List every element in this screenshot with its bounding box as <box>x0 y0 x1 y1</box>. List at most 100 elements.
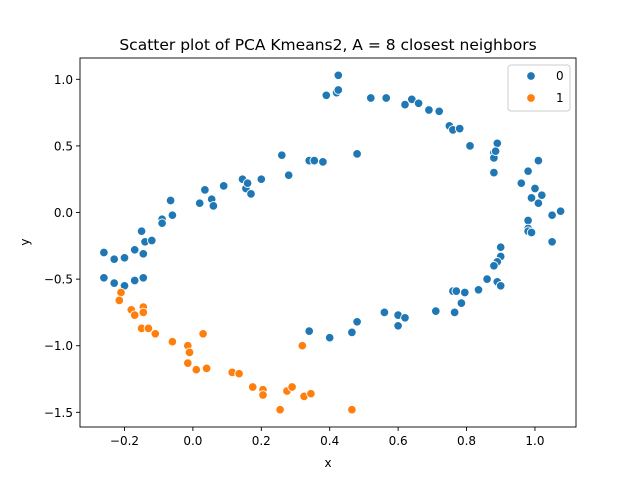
data-point-series-1-26 <box>306 388 316 399</box>
data-point-series-0-6 <box>129 245 140 255</box>
data-point-series-0-62 <box>547 237 557 247</box>
data-point-series-1-1 <box>114 295 125 306</box>
data-point-series-1-14 <box>198 329 208 339</box>
data-point-series-0-60 <box>547 210 557 220</box>
data-point-series-0-25 <box>246 189 256 199</box>
data-point-series-1-15 <box>201 363 212 374</box>
data-point-series-0-3 <box>99 273 109 283</box>
data-point-series-0-20 <box>208 201 219 211</box>
data-point-series-0-10 <box>129 275 140 286</box>
legend-marker-1 <box>526 93 536 103</box>
data-point-series-1-8 <box>150 329 161 339</box>
data-point-series-0-0 <box>99 247 109 258</box>
legend-box <box>507 64 571 112</box>
data-point-series-0-88 <box>304 326 314 336</box>
plot-area: −0.2 0.0 0.2 0.4 0.6 0.8 1.0 −1.5 −1.0 −0.5 0.0 0.5… <box>44 57 577 448</box>
data-point-series-0-79 <box>449 307 460 318</box>
data-point-series-0-31 <box>318 157 328 167</box>
data-point-series-0-57 <box>533 155 544 166</box>
data-point-series-0-82 <box>400 313 410 323</box>
legend: 0 1 <box>507 64 571 112</box>
data-point-series-1-0 <box>116 287 126 298</box>
data-point-series-0-17 <box>194 198 205 208</box>
data-point-series-0-7 <box>136 226 147 236</box>
legend-marker-0 <box>526 71 536 81</box>
data-point-series-0-42 <box>424 105 434 115</box>
data-point-series-1-24 <box>297 340 308 351</box>
chart-title: Scatter plot of PCA Kmeans2, A = 8 close… <box>119 36 536 54</box>
legend-label-0: 0 <box>556 69 564 83</box>
data-point-series-0-56 <box>526 193 537 203</box>
data-point-series-0-51 <box>490 146 501 156</box>
data-point-series-0-9 <box>147 235 157 246</box>
y-tick-label: −0.5 <box>44 273 73 287</box>
data-point-series-0-2 <box>119 253 130 263</box>
y-axis-label: y <box>18 238 32 245</box>
x-tick-label: 0.0 <box>183 434 202 448</box>
x-tick-label: 0.8 <box>457 434 476 448</box>
data-point-series-0-37 <box>366 93 376 103</box>
data-point-series-0-50 <box>492 138 503 149</box>
data-point-series-1-11 <box>184 347 195 358</box>
data-point-series-1-18 <box>247 382 258 392</box>
data-point-series-0-63 <box>523 215 533 226</box>
data-point-series-0-24 <box>242 178 253 188</box>
axes-frame <box>79 57 577 428</box>
data-point-series-0-85 <box>352 317 362 327</box>
data-point-series-0-32 <box>352 149 362 159</box>
data-point-series-0-46 <box>454 123 465 134</box>
data-point-series-0-27 <box>277 150 287 160</box>
data-point-series-0-33 <box>321 90 332 101</box>
data-point-series-0-73 <box>482 274 492 284</box>
data-point-series-0-59 <box>537 190 547 200</box>
x-tick-label: 0.6 <box>389 434 408 448</box>
data-point-series-0-26 <box>256 174 267 184</box>
data-point-series-0-80 <box>431 306 441 316</box>
y-tick-label: −1.0 <box>44 339 73 353</box>
data-point-series-0-11 <box>138 273 149 283</box>
data-point-series-0-21 <box>218 181 229 191</box>
data-point-series-0-84 <box>393 321 403 331</box>
data-point-series-1-5 <box>138 307 149 318</box>
x-tick-label: 1.0 <box>525 434 544 448</box>
data-point-series-0-61 <box>555 206 566 216</box>
data-point-series-0-47 <box>465 141 475 151</box>
data-point-series-0-67 <box>495 242 506 252</box>
data-point-series-0-38 <box>381 93 391 103</box>
data-point-series-0-76 <box>456 298 467 308</box>
data-point-series-0-74 <box>473 285 484 295</box>
x-axis-label: x <box>324 456 331 470</box>
data-point-series-0-52 <box>489 167 499 178</box>
data-point-series-1-27 <box>347 404 357 415</box>
data-point-series-1-17 <box>234 368 244 379</box>
data-point-series-1-20 <box>258 390 268 400</box>
data-point-series-1-3 <box>129 310 140 320</box>
x-tick-label: −0.2 <box>110 434 139 448</box>
data-point-series-0-55 <box>530 183 540 194</box>
data-point-series-1-7 <box>143 323 154 334</box>
x-tick-label: 0.4 <box>320 434 339 448</box>
data-point-series-1-21 <box>275 404 285 415</box>
data-point-series-0-1 <box>109 254 119 264</box>
data-point-series-0-75 <box>460 287 470 298</box>
data-point-series-1-13 <box>191 364 202 375</box>
data-point-series-0-54 <box>523 166 533 176</box>
data-point-series-0-78 <box>451 286 462 296</box>
data-point-series-0-43 <box>434 106 444 117</box>
data-point-series-0-86 <box>347 327 357 338</box>
data-point-series-0-15 <box>165 195 176 206</box>
x-tick-label: 0.2 <box>252 434 271 448</box>
data-point-series-0-53 <box>516 178 527 188</box>
data-point-series-0-30 <box>309 155 320 166</box>
data-point-series-1-12 <box>183 358 193 368</box>
data-point-series-0-83 <box>379 307 390 318</box>
y-tick-label: 1.0 <box>54 73 73 87</box>
data-point-series-0-18 <box>200 185 210 195</box>
data-point-series-0-4 <box>109 278 119 288</box>
data-point-series-0-66 <box>526 227 537 238</box>
data-point-series-0-28 <box>283 170 294 180</box>
y-tick-label: 0.0 <box>54 206 73 220</box>
data-point-series-1-9 <box>167 336 178 347</box>
data-point-series-0-72 <box>495 281 506 291</box>
